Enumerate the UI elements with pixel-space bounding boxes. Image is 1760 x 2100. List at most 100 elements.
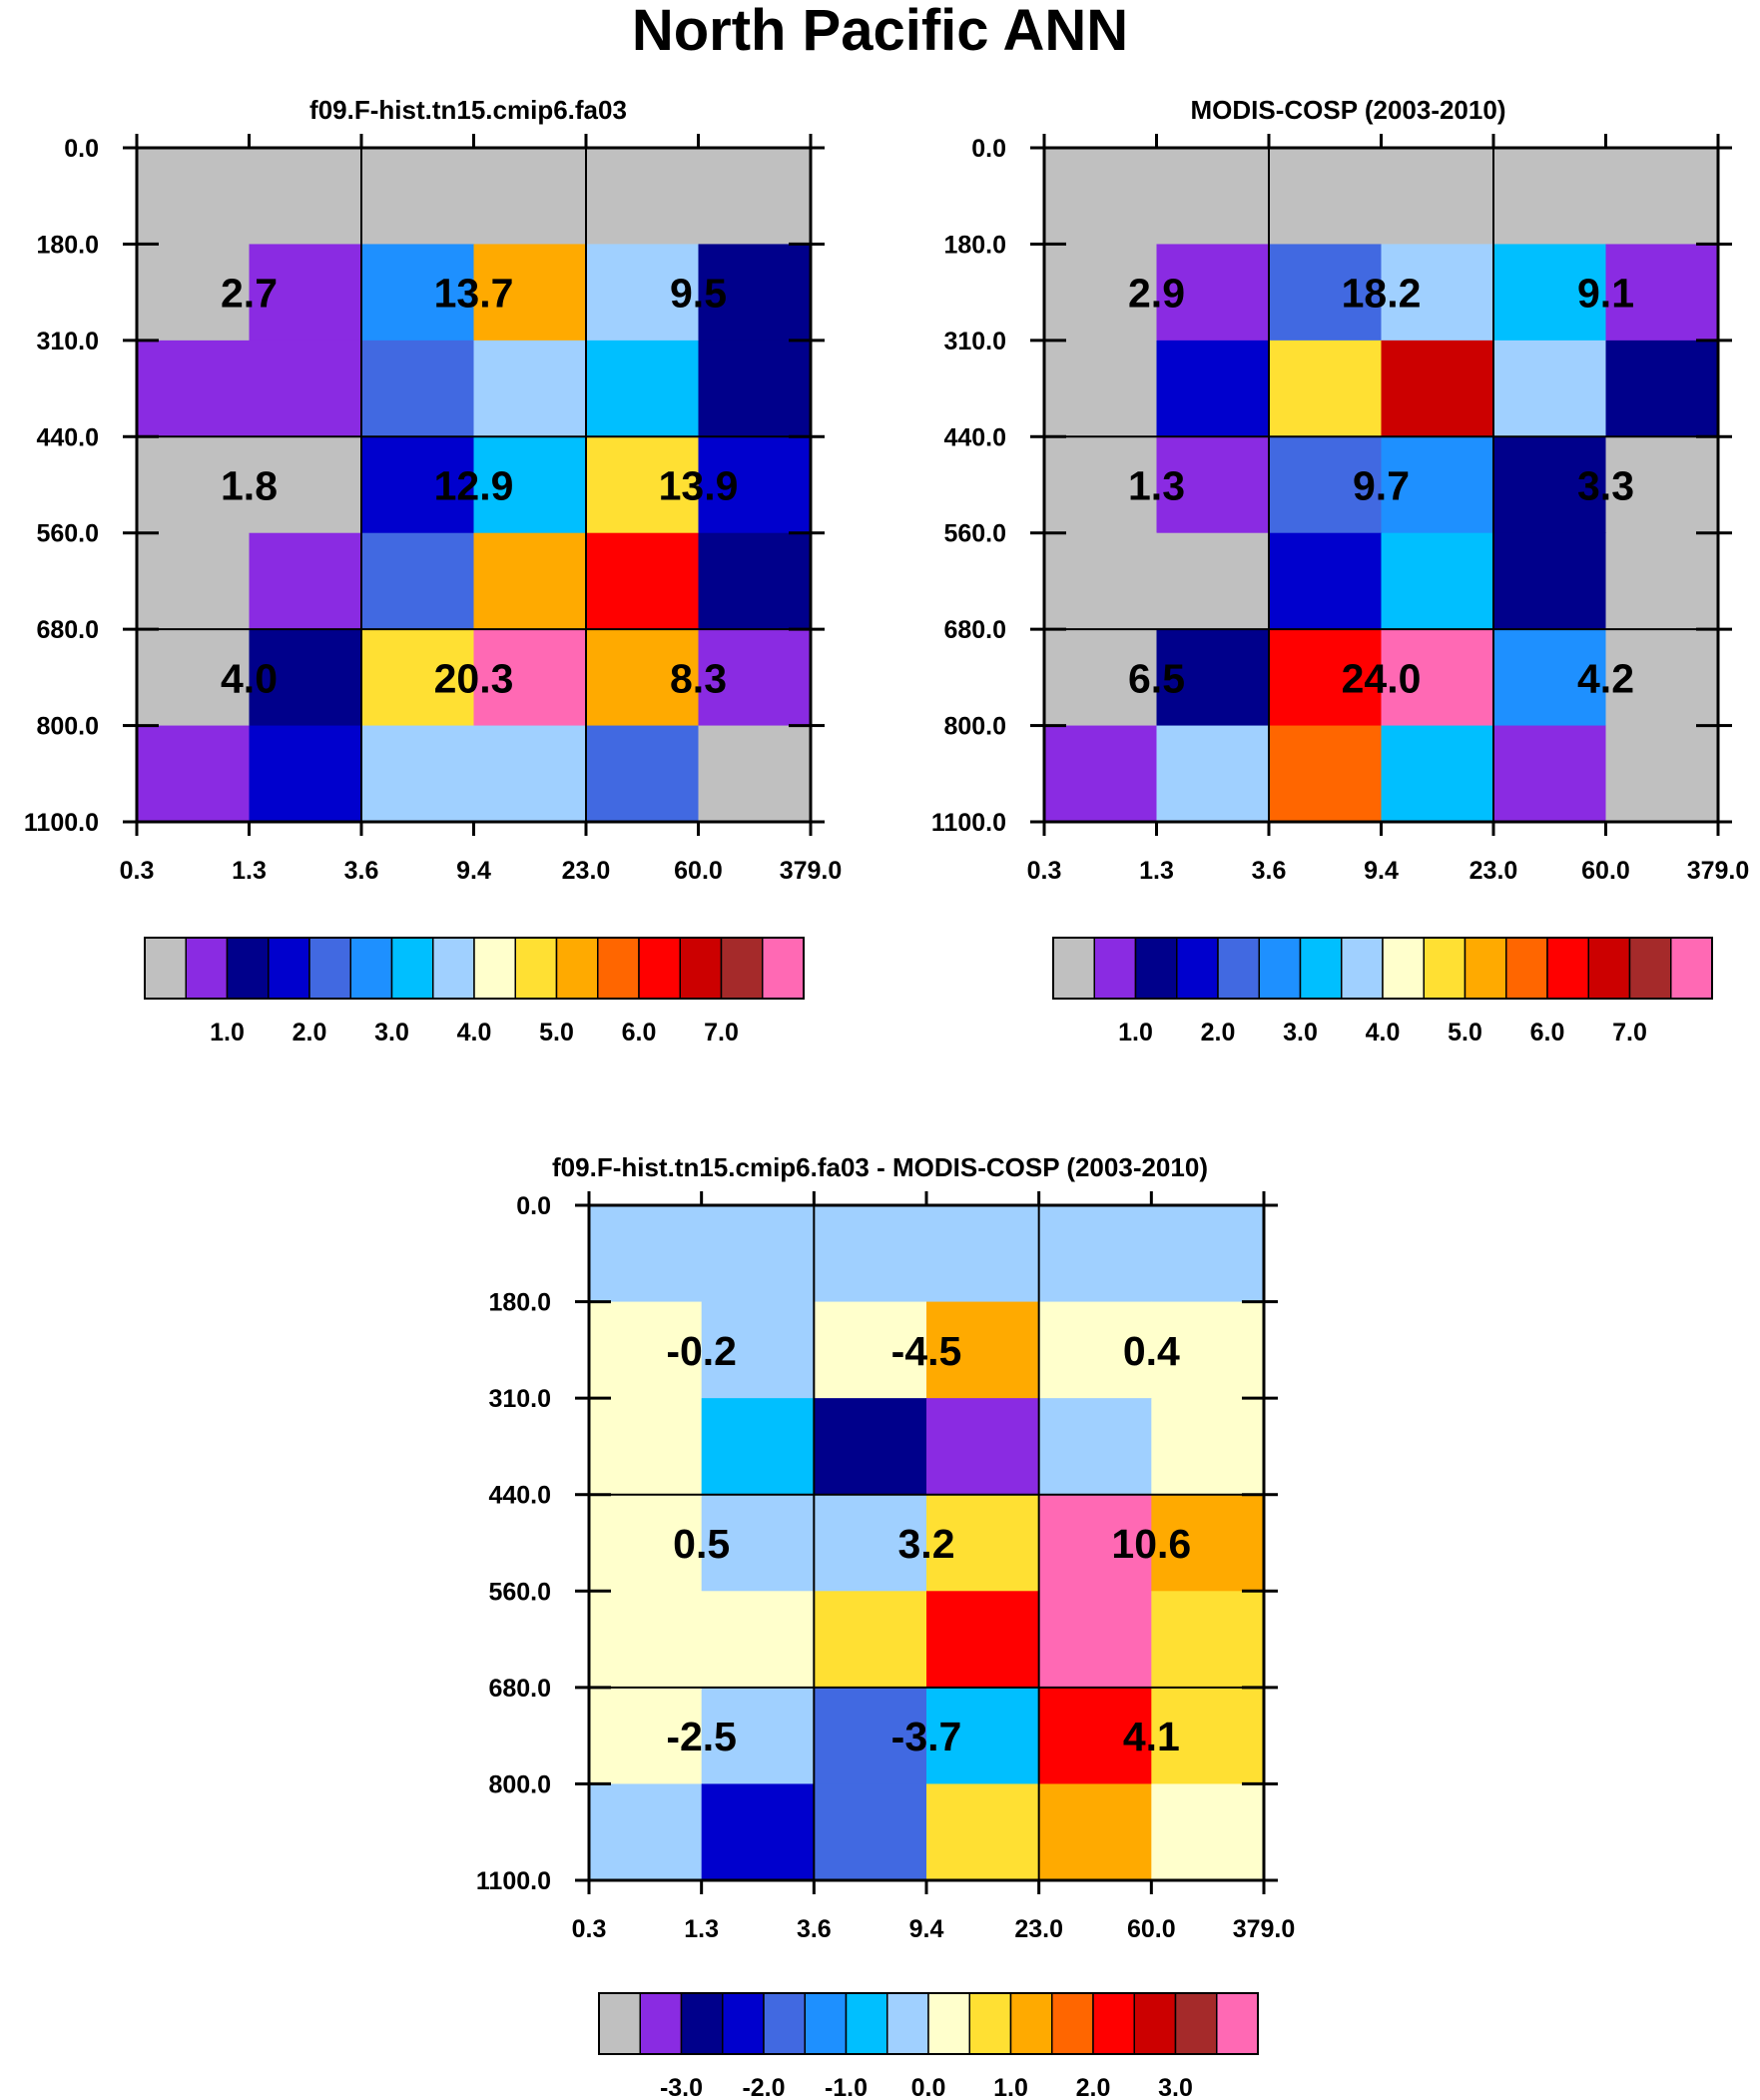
heatmap-cell — [361, 340, 475, 437]
heatmap-cell — [1269, 532, 1383, 630]
panel-title-model: f09.F-hist.tn15.cmip6.fa03 — [309, 95, 627, 125]
heatmap-cell — [1151, 1205, 1265, 1303]
heatmap-cell — [814, 1205, 927, 1303]
heatmap-cell — [1038, 1687, 1152, 1785]
colorbar-label: 6.0 — [622, 1019, 657, 1047]
heatmap-cell — [1038, 1205, 1152, 1303]
heatmap-cell — [1156, 532, 1270, 630]
heatmap-cell — [1269, 148, 1383, 246]
y-tick-label: 560.0 — [488, 1578, 551, 1606]
heatmap-cell — [698, 244, 812, 342]
heatmap-cell — [473, 629, 587, 727]
heatmap-cell — [249, 532, 362, 630]
y-tick-label: 180.0 — [36, 231, 99, 259]
colorbar-swatch — [1134, 937, 1178, 1000]
heatmap-cell — [361, 244, 475, 342]
heatmap-cell — [926, 1205, 1040, 1303]
heatmap-cell — [137, 629, 251, 727]
heatmap-cell — [1151, 1398, 1265, 1496]
x-tick-label: 1.3 — [1139, 857, 1174, 885]
heatmap-cell — [1381, 532, 1494, 630]
heatmap-cell — [1156, 340, 1270, 437]
heatmap-cell — [1044, 436, 1158, 534]
y-tick-label: 310.0 — [488, 1385, 551, 1413]
heatmap-cell — [1038, 1398, 1152, 1496]
y-tick-label: 0.0 — [971, 135, 1006, 163]
y-tick-label: 310.0 — [943, 328, 1006, 355]
y-tick-label: 800.0 — [36, 713, 99, 741]
heatmap-cell — [1605, 725, 1719, 823]
colorbar-swatch — [638, 937, 681, 1000]
y-tick-label: 440.0 — [36, 423, 99, 451]
x-tick-label: 3.6 — [344, 857, 379, 885]
heatmap-cell — [698, 148, 812, 246]
heatmap-cell — [1044, 725, 1158, 823]
block-total-label: -2.5 — [666, 1714, 737, 1759]
x-tick-label: 379.0 — [1687, 857, 1750, 885]
x-tick-label: 1.3 — [232, 857, 267, 885]
heatmap-cell — [473, 148, 587, 246]
colorbar-label: 4.0 — [457, 1019, 492, 1047]
colorbar-label: 1.0 — [993, 2074, 1028, 2100]
heatmap-cell — [1605, 148, 1719, 246]
colorbar-swatch — [1505, 937, 1548, 1000]
block-total-label: 18.2 — [1342, 271, 1422, 317]
x-tick-label: 1.3 — [684, 1915, 719, 1943]
block-total-label: 12.9 — [434, 463, 514, 509]
heatmap-cell — [814, 1301, 927, 1399]
y-tick-label: 440.0 — [943, 423, 1006, 451]
colorbar-label: 4.0 — [1366, 1019, 1401, 1047]
heatmap-cell — [926, 1687, 1040, 1785]
colorbar-label: 5.0 — [1448, 1019, 1482, 1047]
heatmap-cell — [701, 1494, 815, 1592]
heatmap-cell — [701, 1591, 815, 1689]
block-total-label: 4.2 — [1577, 655, 1634, 701]
y-tick-label: 0.0 — [516, 1192, 551, 1220]
heatmap-cell — [1269, 725, 1383, 823]
heatmap-cell — [473, 532, 587, 630]
colorbar-swatch — [1216, 1992, 1259, 2055]
block-total-label: -3.7 — [891, 1714, 962, 1759]
colorbar-frame — [598, 1992, 1259, 2055]
colorbar-swatch — [1258, 937, 1302, 1000]
heatmap-cell — [1269, 436, 1383, 534]
heatmap-cell — [814, 1494, 927, 1592]
heatmap-cell — [1269, 629, 1383, 727]
y-tick-label: 310.0 — [36, 328, 99, 355]
colorbar-swatch — [763, 1992, 806, 2055]
heatmap-cell — [1038, 1591, 1152, 1689]
heatmap-cell — [1038, 1783, 1152, 1881]
colorbar-swatch — [308, 937, 351, 1000]
colorbar-swatch — [1299, 937, 1343, 1000]
heatmap-cell — [1269, 340, 1383, 437]
colorbar-frame — [1052, 937, 1713, 1000]
colorbar-frame — [144, 937, 805, 1000]
block-total-label: 1.8 — [221, 463, 278, 509]
colorbar-swatch — [1174, 1992, 1218, 2055]
colorbar-label: 3.0 — [1283, 1019, 1318, 1047]
heatmap-cell — [589, 1494, 703, 1592]
heatmap-cell — [249, 436, 362, 534]
colorbar-label: 7.0 — [704, 1019, 739, 1047]
heatmap-cell — [926, 1301, 1040, 1399]
heatmap-cell — [589, 1301, 703, 1399]
heatmap-cell — [137, 725, 251, 823]
heatmap-cell — [1493, 436, 1607, 534]
heatmap-cell — [1151, 1783, 1265, 1881]
x-tick-label: 9.4 — [909, 1915, 944, 1943]
heatmap-cell — [473, 340, 587, 437]
heatmap-cell — [1044, 340, 1158, 437]
heatmap-cell — [926, 1494, 1040, 1592]
heatmap-cell — [586, 340, 700, 437]
heatmap-cell — [1038, 1301, 1152, 1399]
y-tick-label: 0.0 — [64, 135, 99, 163]
colorbar-swatch — [514, 937, 558, 1000]
colorbar-swatch — [185, 937, 229, 1000]
heatmap-cell — [473, 436, 587, 534]
colorbar-label: 3.0 — [1158, 2074, 1193, 2100]
heatmap-cell — [586, 629, 700, 727]
heatmap-cell — [1151, 1301, 1265, 1399]
heatmap-cell — [1381, 340, 1494, 437]
heatmap-cell — [249, 244, 362, 342]
